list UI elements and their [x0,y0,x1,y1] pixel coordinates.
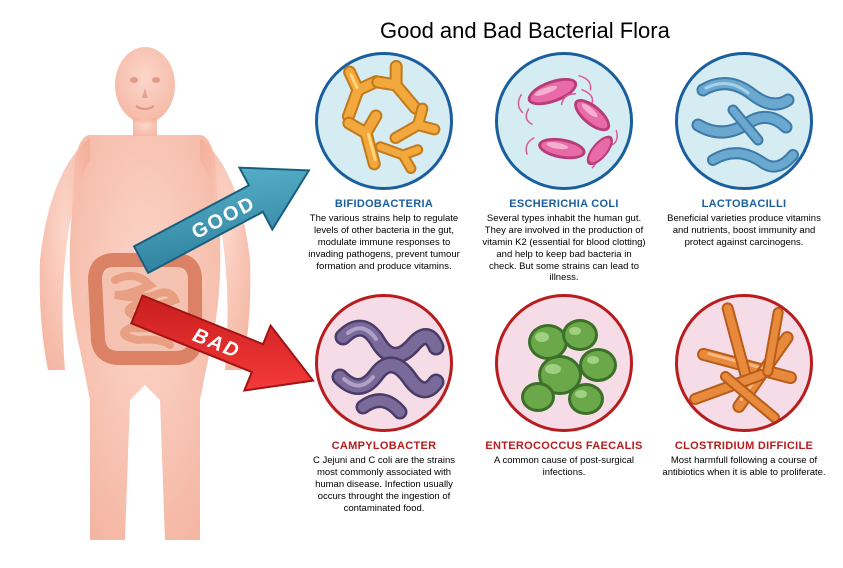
title-bifidobacteria: BIFIDOBACTERIA [335,198,433,210]
cell-ecoli: ESCHERICHIA COLI Several types inhabit t… [480,52,648,284]
desc-clostridium: Most harmfull following a course of anti… [660,455,828,479]
desc-bifidobacteria: The various strains help to regulate lev… [300,213,468,272]
cell-bifidobacteria: BIFIDOBACTERIA The various strains help … [300,52,468,284]
circle-bifidobacteria [315,52,453,190]
cell-campylobacter: CAMPYLOBACTER C Jejuni and C coli are th… [300,294,468,514]
desc-campylobacter: C Jejuni and C coli are the strains most… [300,455,468,514]
good-arrow: GOOD [120,150,330,280]
page-title: Good and Bad Bacterial Flora [380,18,670,44]
cell-lactobacilli: LACTOBACILLI Beneficial varieties produc… [660,52,828,284]
circle-campylobacter [315,294,453,432]
circle-lactobacilli [675,52,813,190]
circle-enterococcus [495,294,633,432]
title-lactobacilli: LACTOBACILLI [702,198,787,210]
title-enterococcus: ENTEROCOCCUS FAECALIS [485,440,642,452]
title-ecoli: ESCHERICHIA COLI [509,198,619,210]
circle-clostridium [675,294,813,432]
title-clostridium: CLOSTRIDIUM DIFFICILE [675,440,813,452]
desc-lactobacilli: Beneficial varieties produce vitamins an… [660,213,828,249]
cell-clostridium: CLOSTRIDIUM DIFFICILE Most harmfull foll… [660,294,828,514]
bacteria-grid: BIFIDOBACTERIA The various strains help … [300,52,828,515]
circle-ecoli [495,52,633,190]
cell-enterococcus: ENTEROCOCCUS FAECALIS A common cause of … [480,294,648,514]
desc-ecoli: Several types inhabit the human gut. The… [480,213,648,284]
bad-arrow: BAD [120,280,330,410]
title-campylobacter: CAMPYLOBACTER [332,440,437,452]
desc-enterococcus: A common cause of post-surgical infectio… [480,455,648,479]
